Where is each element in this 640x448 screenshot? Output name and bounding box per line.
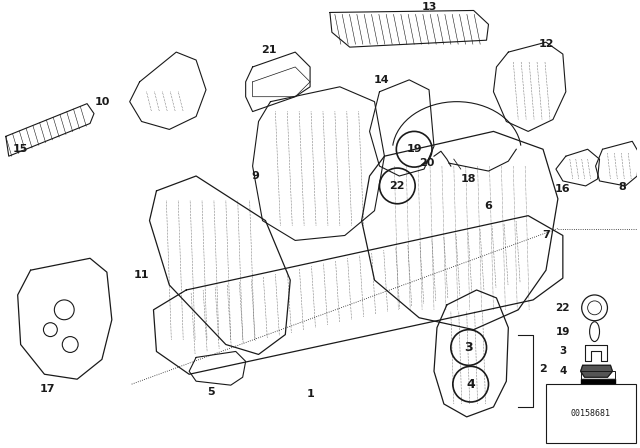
Polygon shape — [596, 141, 639, 186]
Text: 4: 4 — [467, 378, 475, 391]
Text: 16: 16 — [555, 184, 571, 194]
Polygon shape — [130, 52, 206, 129]
Text: 1: 1 — [306, 389, 314, 399]
Text: 18: 18 — [461, 174, 476, 184]
Polygon shape — [580, 365, 612, 377]
Text: 4: 4 — [559, 366, 566, 376]
Text: 14: 14 — [374, 75, 389, 85]
Text: 22: 22 — [556, 303, 570, 313]
Polygon shape — [369, 80, 434, 176]
Polygon shape — [18, 258, 112, 379]
Text: 12: 12 — [538, 39, 554, 49]
Text: 8: 8 — [618, 182, 626, 192]
Polygon shape — [246, 52, 310, 112]
Polygon shape — [434, 290, 508, 417]
Polygon shape — [362, 131, 558, 330]
Text: 3: 3 — [465, 341, 473, 354]
Polygon shape — [330, 10, 488, 47]
Polygon shape — [493, 42, 566, 131]
Text: 6: 6 — [484, 201, 492, 211]
Text: 19: 19 — [556, 327, 570, 336]
Text: 2: 2 — [539, 364, 547, 374]
Polygon shape — [253, 87, 385, 241]
Text: 5: 5 — [207, 387, 215, 397]
Text: 3: 3 — [559, 346, 566, 357]
FancyBboxPatch shape — [580, 379, 616, 391]
Polygon shape — [6, 103, 94, 156]
Polygon shape — [556, 149, 600, 186]
Text: 17: 17 — [40, 384, 55, 394]
Text: 00158681: 00158681 — [571, 409, 611, 418]
Polygon shape — [150, 176, 291, 354]
Text: 11: 11 — [134, 270, 149, 280]
Polygon shape — [189, 351, 246, 385]
Text: 22: 22 — [390, 181, 405, 191]
Text: 13: 13 — [421, 3, 436, 13]
Text: 7: 7 — [542, 230, 550, 241]
Text: 20: 20 — [419, 158, 435, 168]
Text: 19: 19 — [406, 144, 422, 154]
Text: 9: 9 — [252, 171, 259, 181]
Text: 21: 21 — [260, 45, 276, 55]
Text: 10: 10 — [94, 97, 109, 107]
Text: 15: 15 — [13, 144, 28, 154]
Polygon shape — [154, 215, 563, 374]
